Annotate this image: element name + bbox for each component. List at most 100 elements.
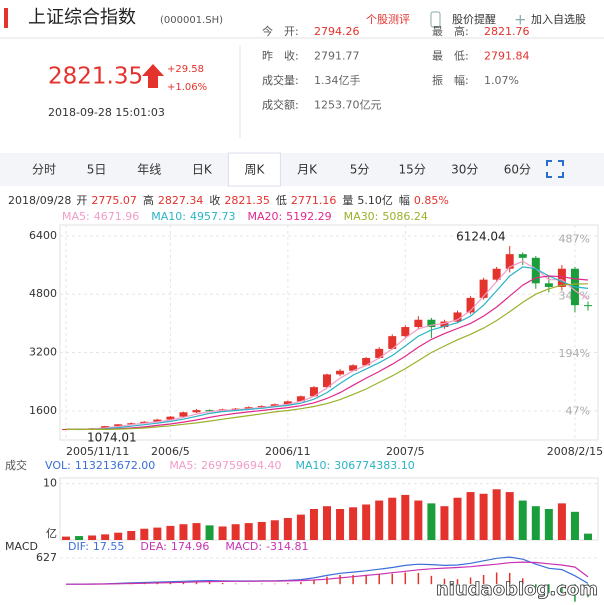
candle-body	[505, 254, 514, 269]
y-tick-label: 3200	[29, 346, 57, 359]
link[interactable]: 股价提醒	[452, 13, 496, 26]
candle-body	[114, 424, 123, 427]
volume-bar	[231, 524, 240, 540]
legend-value: 113213672.00	[75, 459, 155, 472]
info-value: 2821.35	[224, 194, 270, 207]
volume-bar	[101, 534, 110, 540]
legend-name: MA10:	[151, 210, 186, 223]
stat-value: 1.34亿手	[314, 73, 361, 87]
ma-line	[66, 283, 589, 430]
tab[interactable]: 周K	[244, 163, 265, 177]
stat-value: 2791.84	[484, 50, 530, 63]
info-value: 5.10亿	[357, 194, 393, 207]
up-arrow	[142, 64, 164, 88]
volume-bar	[114, 532, 123, 540]
tab[interactable]: 15分	[399, 163, 426, 177]
candle-body	[270, 404, 279, 407]
volume-bar	[140, 528, 149, 540]
y2-tick-label: 194%	[559, 347, 590, 360]
watermark: niudaoblog.com	[436, 579, 598, 600]
volume-bar	[166, 525, 175, 540]
legend-name: VOL:	[45, 459, 71, 472]
legend-name: MA10:	[296, 459, 331, 472]
active-tab	[227, 152, 281, 187]
stat-value: 1253.70亿元	[314, 99, 382, 112]
volume-bar	[153, 527, 162, 540]
unit-label: 亿	[46, 527, 57, 540]
candle-body	[244, 407, 253, 409]
candle-body	[479, 279, 488, 298]
candle-body	[466, 297, 475, 313]
candle-body	[231, 408, 240, 410]
candle-body	[283, 401, 292, 405]
panel-title: MACD	[5, 540, 38, 553]
volume-bar	[192, 523, 201, 540]
candle-body	[296, 396, 305, 402]
info-label: 量	[342, 194, 353, 207]
tab[interactable]: 5日	[87, 163, 107, 177]
legend-name: MA5:	[169, 459, 197, 472]
tab[interactable]: 60分	[504, 163, 531, 177]
info-value: 2771.16	[291, 194, 337, 207]
legend-name: DIF:	[68, 540, 89, 553]
candle-body	[440, 321, 449, 328]
candle-body	[557, 268, 566, 287]
y-tick-label: 1600	[29, 404, 57, 417]
stat-value: 2821.76	[484, 25, 530, 38]
info-date: 2018/09/28	[8, 194, 71, 207]
stat-label: 昨 收:	[262, 49, 299, 63]
link[interactable]: 加入自选股	[531, 13, 586, 26]
volume-bar	[296, 514, 305, 540]
change-pct: +1.06%	[167, 82, 207, 93]
ma-line	[66, 275, 589, 430]
legend-name: MA20:	[247, 210, 282, 223]
legend-value: 17.55	[93, 540, 125, 553]
volume-bar	[283, 518, 292, 540]
volume-bar	[492, 489, 501, 540]
tab[interactable]: 月K	[297, 163, 318, 177]
volume-bar	[505, 492, 514, 540]
candle-body	[414, 319, 423, 328]
legend-name: MA5:	[62, 210, 90, 223]
volume-bar	[88, 535, 97, 540]
fullscreen-icon[interactable]	[546, 160, 564, 178]
info-label: 幅	[399, 194, 410, 207]
legend-value: 306774383.10	[334, 459, 414, 472]
panel-title: 成交	[5, 458, 27, 472]
tab[interactable]: 30分	[451, 163, 478, 177]
ma-line	[66, 266, 589, 430]
stat-value: 2791.77	[314, 50, 360, 63]
x-tick-label: 2006/11	[265, 445, 311, 458]
tab[interactable]: 年线	[137, 163, 161, 177]
volume-bar	[388, 497, 397, 540]
candle-body	[192, 410, 201, 413]
volume-bar	[75, 536, 84, 540]
stat-value: 1.07%	[484, 74, 519, 87]
candle-body	[492, 268, 501, 280]
volume-bar	[570, 511, 579, 540]
info-label: 低	[276, 194, 287, 207]
stat-label: 成交额:	[262, 98, 299, 112]
volume-bar	[401, 494, 410, 540]
info-value: 2775.07	[91, 194, 137, 207]
legend-name: DEA:	[140, 540, 166, 553]
legend-value: 174.96	[171, 540, 210, 553]
volume-bar	[257, 521, 266, 540]
legend-value: 5192.29	[286, 210, 332, 223]
candle-body	[349, 365, 358, 371]
link[interactable]: 个股测评	[366, 13, 410, 26]
volume-bar	[479, 493, 488, 540]
tab[interactable]: 日K	[192, 163, 213, 177]
info-value: 2827.34	[158, 194, 204, 207]
info-value: 0.85%	[414, 194, 449, 207]
candle-body	[531, 257, 540, 284]
tab[interactable]: 5分	[350, 163, 370, 177]
stat-label: 最 低:	[432, 50, 469, 63]
candle-body	[388, 336, 397, 349]
volume-bar	[244, 523, 253, 540]
max-label: 6124.04	[456, 229, 506, 243]
tab[interactable]: 分时	[32, 163, 56, 177]
volume-bar	[205, 525, 214, 540]
y2-tick-label: 47%	[566, 405, 590, 418]
